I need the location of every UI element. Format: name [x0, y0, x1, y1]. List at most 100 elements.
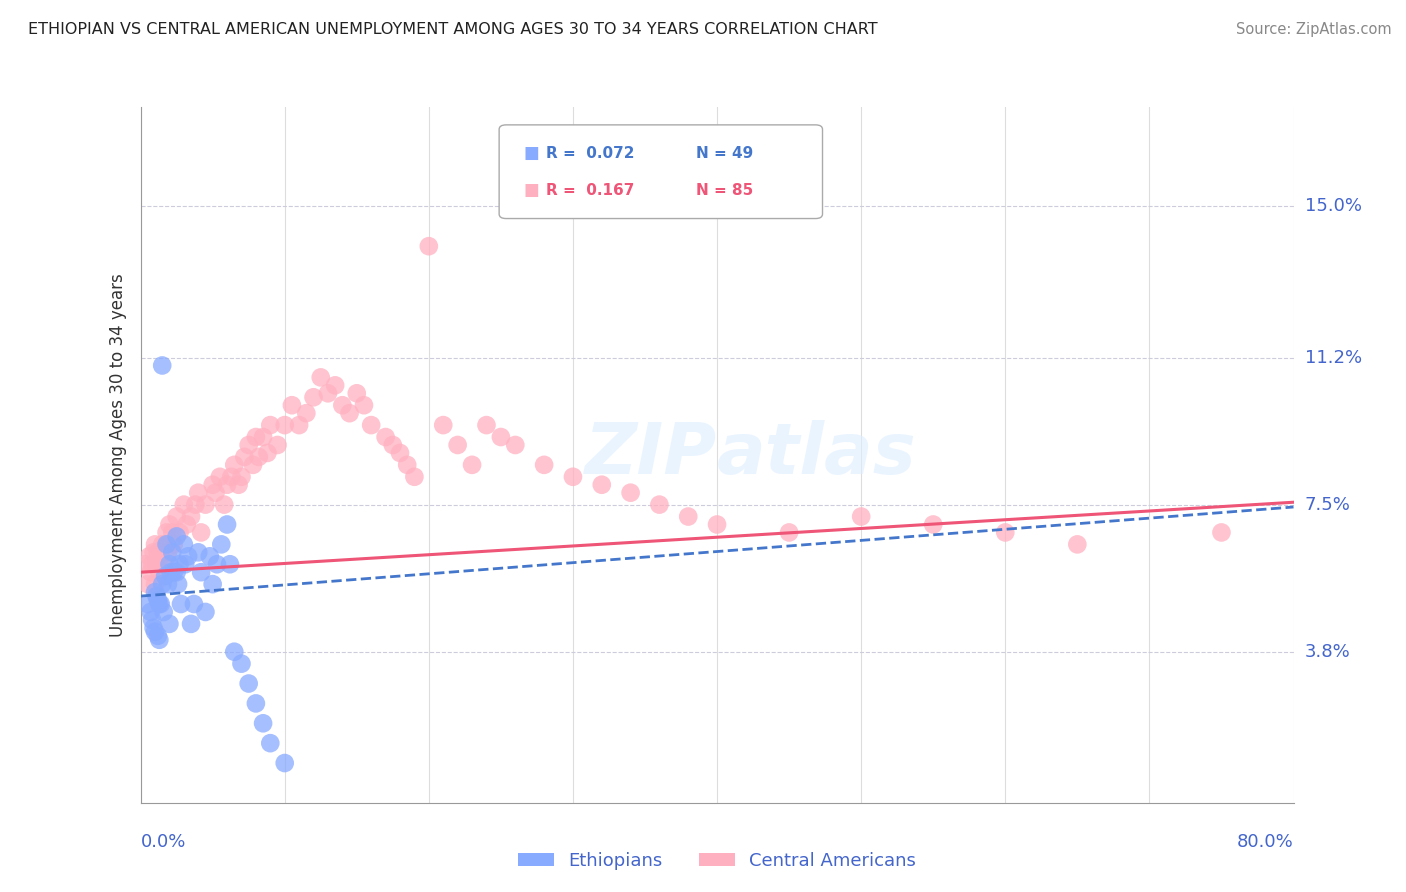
Point: [212, 498, 235, 512]
Point: [194, 605, 217, 619]
Point: [173, 498, 195, 512]
Point: [155, 525, 177, 540]
Point: [447, 438, 470, 452]
Point: [252, 716, 274, 731]
Point: [247, 450, 270, 464]
Point: [150, 537, 173, 551]
Point: [295, 406, 318, 420]
Point: [139, 605, 162, 619]
Point: [143, 624, 166, 639]
Point: [162, 545, 184, 559]
Point: [149, 549, 172, 564]
Point: [166, 529, 188, 543]
Point: [404, 470, 426, 484]
Point: [177, 549, 200, 564]
Point: [205, 558, 228, 572]
Text: ■: ■: [523, 145, 538, 162]
Point: [217, 477, 239, 491]
Point: [332, 398, 354, 412]
Point: [323, 378, 346, 392]
Point: [150, 577, 173, 591]
Point: [141, 613, 163, 627]
Point: [316, 386, 339, 401]
Point: [183, 597, 205, 611]
Text: N = 49: N = 49: [696, 145, 754, 161]
Text: 7.5%: 7.5%: [1305, 496, 1351, 514]
Point: [461, 458, 484, 472]
Point: [245, 697, 267, 711]
Point: [166, 565, 188, 579]
Point: [141, 558, 163, 572]
Point: [302, 390, 325, 404]
Point: [134, 558, 156, 572]
Point: [533, 458, 555, 472]
Text: 15.0%: 15.0%: [1305, 197, 1361, 216]
Point: [148, 565, 170, 579]
Point: [150, 359, 173, 373]
Point: [489, 430, 512, 444]
Point: [231, 470, 253, 484]
Point: [706, 517, 728, 532]
Point: [418, 239, 440, 253]
Point: [224, 458, 246, 472]
Point: [242, 458, 264, 472]
Point: [187, 485, 209, 500]
Point: [266, 438, 288, 452]
Text: N = 85: N = 85: [696, 183, 754, 198]
Point: [169, 525, 191, 540]
Point: [353, 398, 375, 412]
Point: [245, 430, 267, 444]
Point: [228, 477, 250, 491]
Point: [198, 549, 221, 564]
Point: [155, 537, 177, 551]
Point: [146, 545, 169, 559]
Point: [180, 616, 202, 631]
Point: [156, 577, 179, 591]
Point: [159, 558, 180, 572]
Point: [591, 477, 613, 491]
Point: [374, 430, 396, 444]
Point: [143, 537, 166, 551]
Point: [256, 446, 278, 460]
Point: [281, 398, 304, 412]
Point: [217, 517, 239, 532]
Point: [146, 593, 169, 607]
Point: [346, 386, 368, 401]
Point: [503, 438, 526, 452]
Point: [148, 632, 170, 647]
Point: [619, 485, 641, 500]
Point: [194, 498, 217, 512]
Point: [174, 558, 197, 572]
Text: ■: ■: [523, 181, 538, 199]
Point: [153, 569, 176, 583]
Point: [922, 517, 945, 532]
Point: [153, 537, 176, 551]
Point: [849, 509, 872, 524]
Point: [432, 418, 454, 433]
Point: [994, 525, 1017, 540]
Point: [238, 438, 260, 452]
Point: [259, 418, 281, 433]
Text: Source: ZipAtlas.com: Source: ZipAtlas.com: [1236, 22, 1392, 37]
Point: [339, 406, 361, 420]
Point: [201, 577, 224, 591]
Text: 0.0%: 0.0%: [141, 833, 186, 851]
Point: [176, 517, 198, 532]
Point: [184, 498, 207, 512]
Point: [233, 450, 256, 464]
Y-axis label: Unemployment Among Ages 30 to 34 years: Unemployment Among Ages 30 to 34 years: [108, 273, 127, 637]
Point: [274, 756, 297, 770]
Point: [360, 418, 382, 433]
Point: [190, 565, 212, 579]
Text: ETHIOPIAN VS CENTRAL AMERICAN UNEMPLOYMENT AMONG AGES 30 TO 34 YEARS CORRELATION: ETHIOPIAN VS CENTRAL AMERICAN UNEMPLOYME…: [28, 22, 877, 37]
Point: [221, 470, 243, 484]
Point: [201, 477, 224, 491]
Point: [167, 577, 190, 591]
Text: 11.2%: 11.2%: [1305, 349, 1362, 367]
Point: [138, 549, 160, 564]
Point: [159, 517, 180, 532]
Point: [309, 370, 332, 384]
Point: [778, 525, 800, 540]
Point: [156, 545, 179, 559]
Point: [204, 485, 226, 500]
